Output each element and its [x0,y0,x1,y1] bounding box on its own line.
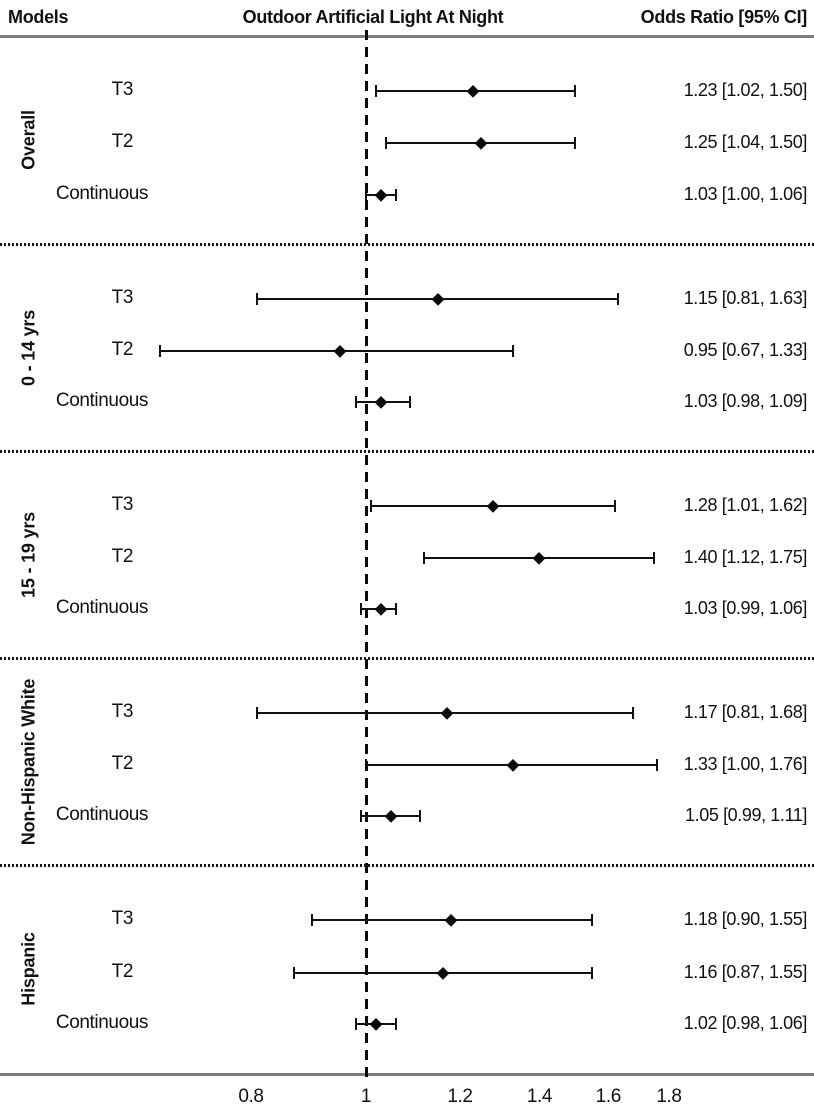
or-value-label: 1.16 [0.87, 1.55] [683,961,808,982]
or-value-label: 1.03 [0.99, 1.06] [683,598,808,619]
or-point-diamond [370,1018,383,1031]
ci-cap-left [293,966,296,979]
row-label: T2 [111,339,134,361]
group-label: 15 - 19 yrs [18,511,39,598]
ci-cap-right [418,810,421,823]
ci-cap-left [359,810,362,823]
group-label: 0 - 14 yrs [18,309,39,386]
or-point-diamond [375,603,388,616]
or-value-label: 1.33 [1.00, 1.76] [683,754,808,775]
ci-cap-right [395,1018,398,1031]
ci-cap-right [653,552,656,565]
row-label: T3 [111,701,134,723]
ci-cap-right [574,84,577,97]
x-tick-label: 1.4 [526,1086,553,1107]
ci-cap-left [365,188,367,201]
group-label: Non-Hispanic White [18,678,39,845]
or-point-diamond [436,966,449,979]
or-value-label: 1.18 [0.90, 1.55] [683,909,808,930]
group-separator [0,657,814,660]
ci-cap-right [632,707,635,720]
or-value-label: 1.02 [0.98, 1.06] [683,1013,808,1034]
ci-cap-left [385,137,388,150]
group-separator [0,864,814,867]
or-value-label: 1.03 [1.00, 1.06] [683,183,808,204]
or-point-diamond [432,293,445,306]
x-tick-label: 1.6 [595,1086,622,1107]
row-label: Continuous [55,597,149,619]
group-label: Overall [18,109,39,170]
or-value-label: 1.15 [0.81, 1.63] [683,288,808,309]
or-point-diamond [385,810,398,823]
top-rule [0,35,814,38]
plot-title: Outdoor Artificial Light At Night [242,7,504,27]
or-point-diamond [533,552,546,565]
or-value-label: 1.25 [1.04, 1.50] [683,132,808,153]
ci-cap-left [354,396,357,409]
column-header-models: Models [8,7,69,27]
row-label: T3 [111,494,134,516]
or-value-label: 1.05 [0.99, 1.11] [685,805,807,826]
row-label: Continuous [55,182,149,204]
ci-cap-right [616,293,619,306]
ci-cap-left [365,759,367,772]
row-label: T2 [111,546,134,568]
row-label: T3 [111,908,134,930]
or-point-diamond [440,707,453,720]
ci-cap-right [512,345,514,358]
or-value-label: 1.03 [0.98, 1.09] [683,391,808,412]
group-label: Hispanic [18,932,39,1006]
group-separator [0,450,814,453]
ci-cap-right [590,966,593,979]
ci-cap-right [395,603,398,616]
ci-cap-left [370,500,373,513]
or-point-diamond [506,759,520,772]
or-point-diamond [333,345,346,358]
row-label: T3 [111,78,134,100]
row-label: T2 [111,960,134,982]
ci-cap-left [310,914,313,927]
or-value-label: 1.17 [0.81, 1.68] [683,702,808,723]
row-label: Continuous [55,1012,149,1034]
row-label: Continuous [55,390,149,412]
ci-cap-right [590,914,593,927]
row-label: T2 [111,753,134,775]
or-point-diamond [466,84,479,97]
row-label: Continuous [55,804,149,826]
column-header-odds-ratio: Odds Ratio [95% CI] [640,7,808,27]
or-point-diamond [375,396,388,409]
or-value-label: 0.95 [0.67, 1.33] [683,340,808,361]
x-tick-label: 1 [360,1086,372,1107]
x-tick-label: 1.8 [656,1086,682,1107]
group-separator [0,243,814,246]
ci-cap-right [656,759,659,772]
ci-cap-right [613,500,616,513]
ci-cap-left [423,552,426,565]
x-tick-label: 0.8 [238,1086,264,1107]
row-label: T3 [111,287,134,309]
bottom-rule [0,1073,814,1076]
or-point-diamond [475,137,488,150]
ci-cap-left [354,1018,357,1031]
row-label: T2 [111,131,134,153]
or-value-label: 1.23 [1.02, 1.50] [683,79,808,100]
ci-cap-right [395,188,398,201]
x-tick-label: 1.2 [447,1086,473,1107]
ci-cap-left [158,345,161,358]
ci-cap-left [256,707,259,720]
ci-cap-right [574,137,577,150]
ci-cap-left [375,84,378,97]
ci-cap-left [359,603,362,616]
ci-cap-left [256,293,259,306]
reference-line [364,30,368,1078]
or-point-diamond [445,914,458,927]
or-value-label: 1.28 [1.01, 1.62] [683,495,808,516]
or-point-diamond [487,500,500,513]
or-value-label: 1.40 [1.12, 1.75] [683,547,808,568]
ci-cap-right [409,396,412,409]
or-point-diamond [375,188,388,201]
